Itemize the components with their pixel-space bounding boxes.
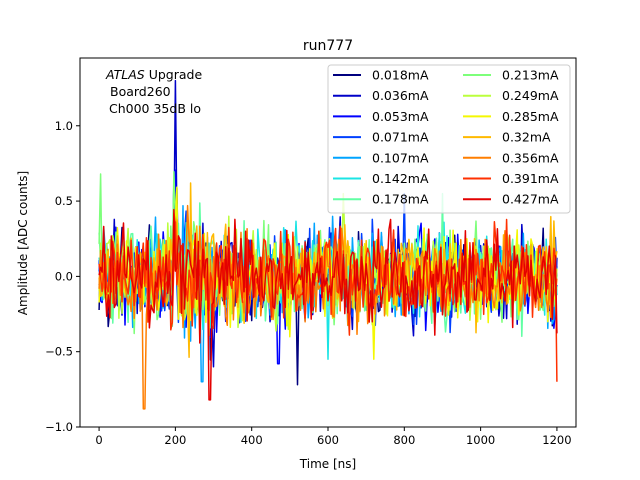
x-tick-label: 400 — [241, 433, 263, 447]
y-tick-label: 0.0 — [55, 269, 73, 283]
y-tick-label: −0.5 — [45, 345, 73, 359]
series-line — [98, 79, 558, 368]
traces-group — [98, 79, 558, 410]
x-tick-label: 1000 — [466, 433, 495, 447]
y-tick-label: 1.0 — [55, 119, 73, 133]
y-tick-label: 0.5 — [55, 194, 73, 208]
x-tick-label: 800 — [393, 433, 415, 447]
x-tick-label: 0 — [95, 433, 102, 447]
y-axis: −1.0 −0.5 0.0 0.5 1.0 — [45, 119, 80, 434]
legend-label: 0.213mA — [502, 68, 559, 83]
y-tick-label: −1.0 — [45, 420, 73, 434]
chart-title: run777 — [303, 38, 353, 54]
legend-label: 0.071mA — [372, 130, 429, 145]
legend-label: 0.036mA — [372, 88, 429, 103]
channel-annotation: Ch000 35dB lo — [109, 101, 201, 116]
legend-label: 0.427mA — [502, 192, 559, 207]
legend-label: 0.142mA — [372, 171, 429, 186]
legend-label: 0.391mA — [502, 171, 559, 186]
legend-label: 0.285mA — [502, 109, 559, 124]
board-annotation: Board260 — [110, 84, 171, 99]
legend-label: 0.356mA — [502, 150, 559, 165]
x-tick-label: 200 — [164, 433, 186, 447]
series-line — [98, 208, 558, 401]
atlas-annotation: ATLAS Upgrade — [105, 67, 202, 82]
x-tick-label: 1200 — [542, 433, 571, 447]
x-axis: 0 200 400 600 800 1000 1200 — [95, 427, 572, 447]
legend-label: 0.053mA — [372, 109, 429, 124]
legend-label: 0.249mA — [502, 88, 559, 103]
legend-box — [327, 64, 571, 214]
series-line — [98, 218, 558, 382]
legend: 0.018mA 0.036mA 0.053mA 0.071mA 0.107mA 0.142… — [327, 64, 571, 214]
atlas-annotation-upgrade: Upgrade — [145, 67, 203, 82]
atlas-annotation-italic: ATLAS — [105, 67, 145, 82]
legend-label: 0.107mA — [372, 150, 429, 165]
x-tick-label: 600 — [317, 433, 339, 447]
legend-label: 0.32mA — [502, 130, 551, 145]
y-axis-label: Amplitude [ADC counts] — [16, 171, 30, 315]
legend-label: 0.178mA — [372, 192, 429, 207]
legend-label: 0.018mA — [372, 68, 429, 83]
x-axis-label: Time [ns] — [299, 457, 356, 471]
